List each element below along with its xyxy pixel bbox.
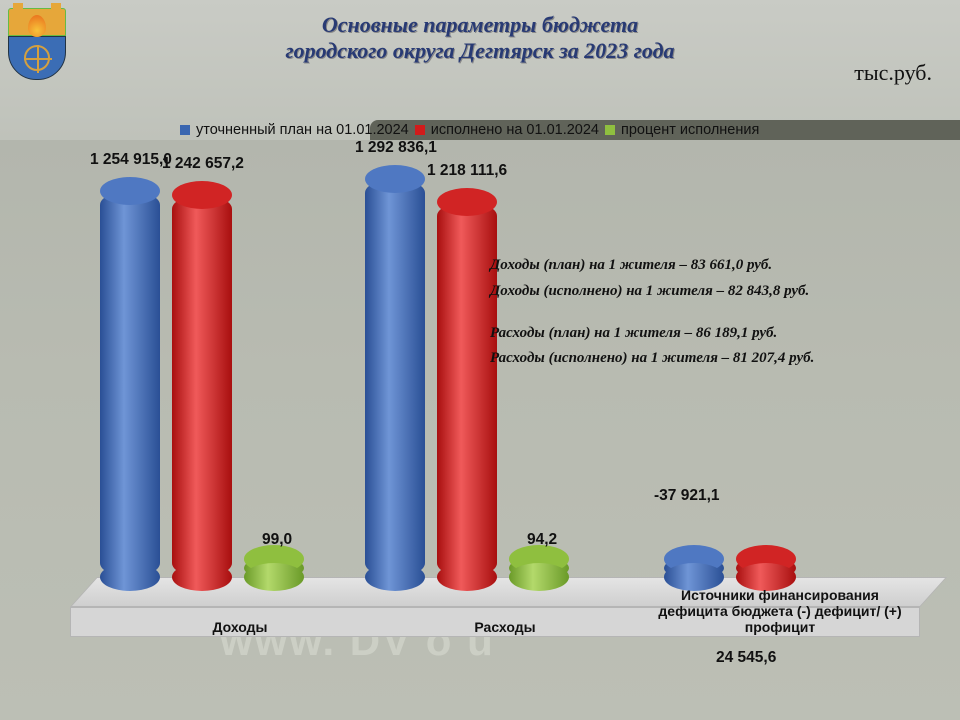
- chart-legend: уточненный план на 01.01.2024 исполнено …: [180, 122, 759, 138]
- bar-s1: [664, 559, 724, 577]
- bar-s1: [100, 191, 160, 577]
- bar-label: 1 292 836,1: [355, 139, 437, 157]
- bar-label: 1 242 657,2: [162, 155, 244, 173]
- bar-s3: [244, 559, 304, 577]
- bar-label: -37 921,1: [654, 487, 720, 505]
- legend-swatch-s2: [415, 125, 425, 135]
- budget-chart: 1 254 915,01 242 657,299,0Доходы1 292 83…: [70, 185, 920, 645]
- per-capita-info: Доходы (план) на 1 жителя – 83 661,0 руб…: [490, 255, 930, 374]
- legend-label-s3: процент исполнения: [621, 122, 759, 138]
- bar-s2: [736, 559, 796, 577]
- legend-swatch-s1: [180, 125, 190, 135]
- page-title: Основные параметры бюджета городского ок…: [0, 12, 960, 64]
- legend-label-s1: уточненный план на 01.01.2024: [196, 122, 409, 138]
- bar-label: 24 545,6: [716, 649, 776, 667]
- legend-swatch-s3: [605, 125, 615, 135]
- bar-s2: [172, 195, 232, 577]
- bar-label: 94,2: [527, 531, 557, 549]
- unit-label: тыс.руб.: [854, 60, 932, 86]
- category-label: Расходы: [365, 619, 645, 635]
- bar-label: 99,0: [262, 531, 292, 549]
- legend-label-s2: исполнено на 01.01.2024: [431, 122, 599, 138]
- bar-label: 1 218 111,6: [427, 162, 507, 180]
- bar-s1: [365, 179, 425, 577]
- bar-s3: [509, 559, 569, 577]
- category-label: Доходы: [100, 619, 380, 635]
- category-label: Источники финансирования дефицита бюджет…: [650, 587, 910, 635]
- bar-s2: [437, 202, 497, 577]
- bar-label: 1 254 915,0: [90, 151, 172, 169]
